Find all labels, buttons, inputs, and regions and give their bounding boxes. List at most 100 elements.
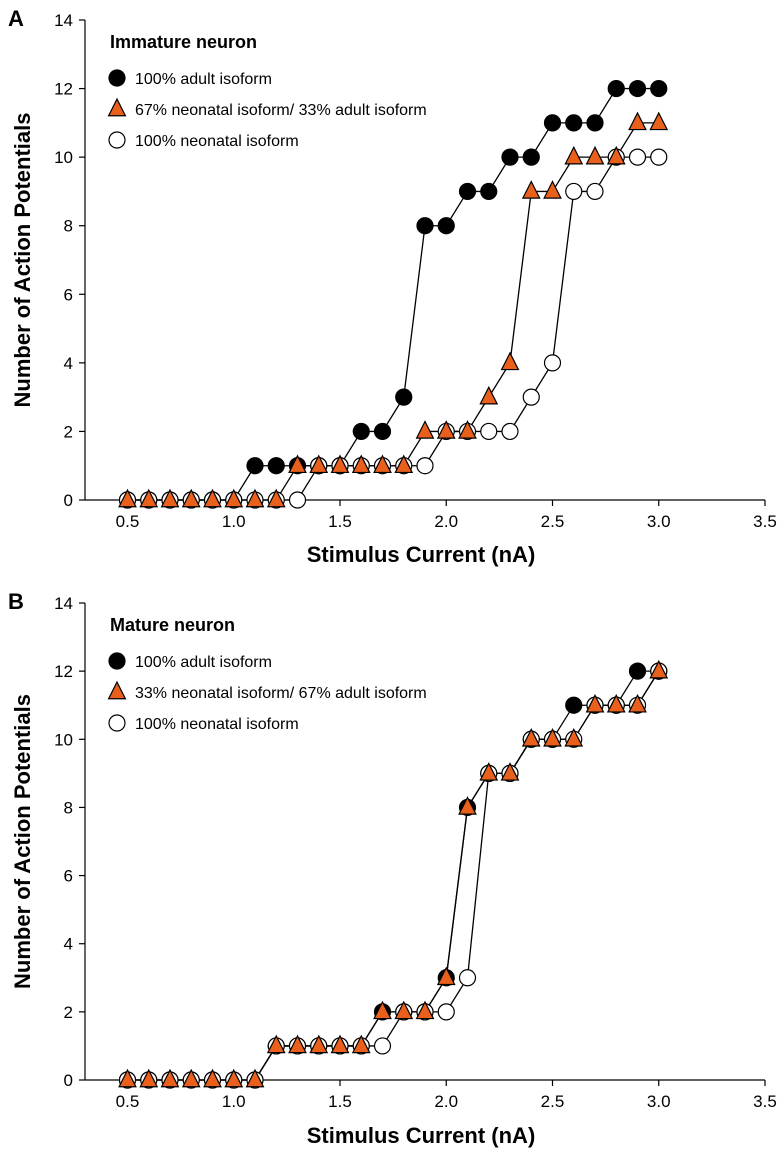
x-tick-label: 1.5 — [328, 512, 352, 531]
data-point — [628, 693, 647, 713]
data-point — [606, 145, 626, 165]
series-markers-2 — [118, 111, 669, 508]
data-point — [224, 1068, 244, 1088]
data-point — [480, 182, 498, 201]
data-point — [181, 1068, 201, 1088]
x-tick-label: 0.5 — [116, 1092, 140, 1111]
chart-panel-a: A 0 2 4 6 8 10 12 14 0.5 1.0 1.5 2.0 2.5 3.0 3.5 Stimulu… — [8, 6, 777, 567]
data-point — [373, 1037, 392, 1055]
y-tick-label: 14 — [54, 594, 73, 613]
y-axis-title: Number of Action Potentials — [10, 694, 35, 989]
data-point — [458, 969, 477, 987]
data-point — [543, 114, 562, 132]
x-tick-label: 1.0 — [222, 1092, 246, 1111]
data-point — [543, 180, 562, 199]
series-line — [127, 156, 659, 501]
data-point — [543, 354, 562, 372]
data-point — [501, 422, 519, 441]
legend-marker — [108, 131, 126, 149]
data-point — [118, 1068, 137, 1088]
data-point — [565, 696, 583, 714]
legend-label: 100% adult isoform — [135, 71, 272, 88]
x-tick-label: 3.5 — [753, 512, 777, 531]
legend-label: 100% adult isoform — [135, 654, 272, 671]
data-point — [650, 148, 668, 166]
data-point — [309, 454, 329, 474]
data-point — [245, 488, 265, 508]
panel-label: B — [8, 589, 24, 614]
y-tick-label: 4 — [64, 354, 73, 373]
data-point — [415, 420, 435, 439]
y-tick-label: 12 — [54, 662, 73, 681]
legend-marker — [108, 69, 126, 87]
legend-marker — [107, 97, 127, 117]
data-point — [480, 422, 498, 441]
data-point — [373, 422, 392, 441]
series-markers-1 — [118, 148, 668, 509]
chart-title: Mature neuron — [110, 615, 235, 635]
legend-label: 100% neonatal isoform — [135, 133, 299, 150]
x-tick-label: 3.0 — [647, 512, 671, 531]
legend: 100% adult isoform 67% neonatal isoform/ … — [107, 69, 427, 150]
data-point — [160, 488, 180, 508]
data-point — [564, 145, 584, 165]
data-point — [266, 488, 286, 508]
x-tick-label: 2.0 — [434, 1092, 458, 1111]
series-0 — [127, 87, 659, 501]
data-point — [118, 488, 137, 508]
data-point — [479, 385, 499, 405]
data-point — [458, 182, 477, 201]
data-point — [394, 454, 414, 474]
legend-label: 100% neonatal isoform — [135, 716, 299, 733]
chart-panel-b: B 0 2 4 6 8 10 12 14 0.5 1.0 1.5 2.0 2.5 3.0 3.5 Stimulu… — [8, 589, 777, 1148]
data-point — [160, 1068, 180, 1088]
y-tick-label: 8 — [64, 798, 73, 817]
y-tick-label: 8 — [64, 217, 73, 236]
data-point — [586, 114, 604, 132]
data-point — [181, 488, 201, 508]
data-point — [628, 148, 647, 166]
data-point — [522, 388, 540, 406]
data-point — [628, 662, 647, 680]
series-1 — [127, 156, 659, 501]
data-point — [649, 659, 669, 679]
y-tick-label: 2 — [64, 1003, 73, 1022]
y-tick-label: 10 — [54, 730, 73, 749]
series-line — [127, 87, 659, 501]
data-point — [139, 1068, 159, 1088]
x-tick-label: 0.5 — [116, 512, 140, 531]
panel-label: A — [8, 6, 24, 31]
data-point — [266, 1034, 286, 1054]
data-point — [649, 111, 669, 131]
data-point — [267, 457, 285, 475]
y-tick-label: 14 — [54, 11, 73, 30]
data-point — [436, 966, 456, 986]
y-tick-label: 0 — [64, 491, 73, 510]
data-point — [564, 728, 584, 747]
data-point — [203, 488, 222, 508]
legend-marker — [108, 714, 126, 732]
data-point — [628, 111, 647, 131]
y-tick-label: 0 — [64, 1071, 73, 1090]
series-markers-2 — [118, 659, 669, 1088]
y-tick-label: 2 — [64, 422, 73, 441]
legend: 100% adult isoform 33% neonatal isoform/ … — [107, 652, 427, 733]
data-point — [288, 491, 307, 509]
data-point — [352, 422, 370, 441]
data-point — [139, 488, 159, 508]
series-2 — [127, 122, 659, 501]
data-point — [288, 454, 307, 474]
x-tick-label: 2.5 — [541, 512, 565, 531]
data-point — [373, 1000, 392, 1020]
data-point — [565, 114, 583, 132]
data-point — [586, 182, 604, 201]
data-point — [522, 148, 540, 166]
data-point — [203, 1068, 222, 1088]
x-tick-label: 1.5 — [328, 1092, 352, 1111]
data-point — [628, 79, 647, 98]
data-point — [607, 79, 625, 98]
y-tick-label: 6 — [64, 285, 73, 304]
data-point — [437, 1003, 455, 1021]
data-point — [650, 79, 668, 98]
data-point — [330, 454, 350, 474]
